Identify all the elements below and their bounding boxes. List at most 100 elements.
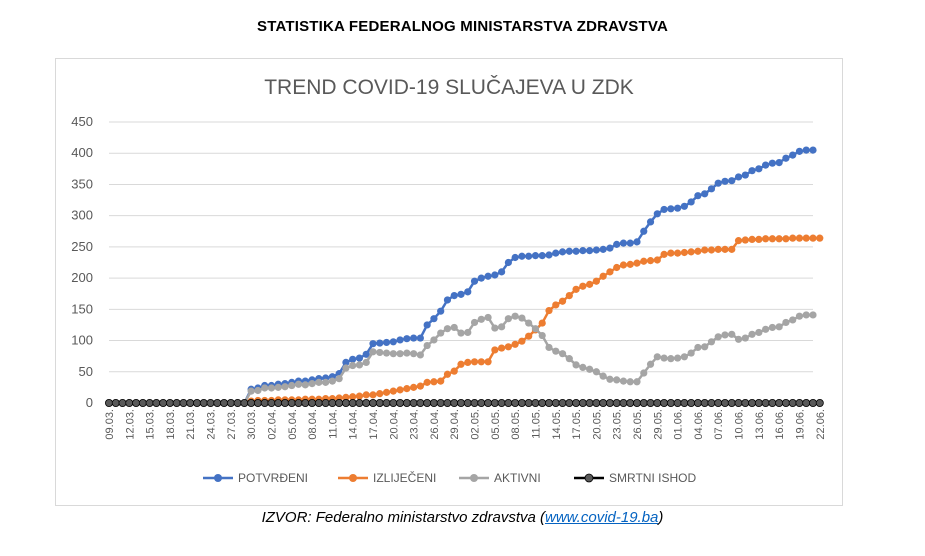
x-tick-label: 19.06. — [794, 409, 806, 440]
y-tick-label: 250 — [71, 239, 93, 254]
x-tick-label: 05.04. — [287, 409, 299, 440]
data-point — [125, 398, 134, 407]
data-point — [457, 329, 465, 337]
data-point — [606, 268, 614, 276]
x-tick-label: 09.03. — [104, 409, 116, 440]
data-point — [484, 398, 493, 407]
data-point — [768, 159, 776, 167]
data-point — [606, 244, 614, 252]
x-tick-label: 20.04. — [388, 409, 400, 440]
data-point — [504, 258, 512, 267]
data-point — [179, 398, 188, 407]
x-tick-label: 05.05. — [490, 409, 502, 440]
data-point — [477, 398, 486, 407]
data-point — [226, 398, 235, 407]
data-point — [768, 323, 776, 332]
data-point — [491, 346, 499, 354]
data-point — [762, 235, 770, 243]
data-point — [809, 311, 817, 319]
data-point — [728, 245, 736, 253]
data-point — [586, 247, 594, 255]
source-link[interactable]: www.covid-19.ba — [545, 509, 659, 526]
data-point — [694, 192, 702, 200]
data-point — [680, 248, 688, 257]
data-point — [396, 336, 404, 344]
x-tick-label: 14.05. — [551, 409, 563, 440]
data-point — [612, 398, 621, 407]
data-point — [741, 398, 750, 407]
data-point — [416, 351, 424, 359]
data-point — [721, 398, 730, 407]
data-point — [355, 392, 364, 400]
data-point — [389, 387, 397, 395]
data-point — [267, 384, 276, 392]
data-point — [288, 381, 296, 390]
data-point — [396, 350, 404, 358]
data-point — [423, 378, 431, 386]
data-point — [585, 398, 594, 407]
data-point — [640, 257, 648, 265]
data-point — [443, 296, 452, 304]
data-point — [660, 205, 668, 214]
data-point — [220, 398, 229, 407]
data-point — [463, 398, 472, 407]
data-point — [586, 365, 594, 373]
data-point — [437, 377, 445, 385]
x-tick-label: 02.04. — [266, 409, 278, 440]
data-point — [192, 398, 201, 407]
data-point — [464, 358, 472, 367]
data-point — [775, 235, 783, 243]
source-note: IZVOR: Federalno ministarstvo zdravstva … — [0, 509, 925, 526]
legend-label: POTVRĐENI — [238, 471, 308, 485]
data-point — [416, 398, 425, 407]
data-point — [301, 398, 310, 407]
data-point — [802, 311, 810, 319]
data-point — [450, 292, 458, 300]
x-tick-label: 12.03. — [124, 409, 136, 440]
data-point — [762, 161, 770, 169]
data-point — [707, 185, 716, 193]
x-tick-label: 11.04. — [327, 409, 339, 439]
data-point — [816, 234, 824, 242]
x-tick-label: 20.05. — [591, 409, 603, 440]
data-point — [741, 236, 749, 244]
data-point — [369, 391, 377, 399]
data-point — [592, 246, 600, 254]
data-point — [639, 398, 648, 407]
data-point — [470, 277, 479, 285]
data-point — [369, 348, 377, 356]
y-tick-label: 450 — [71, 114, 93, 129]
data-point — [646, 257, 655, 265]
data-point — [565, 247, 573, 255]
data-point — [538, 319, 546, 327]
data-point — [640, 227, 648, 235]
data-point — [734, 335, 743, 343]
data-point — [660, 398, 669, 407]
data-point — [416, 382, 424, 390]
data-point — [498, 268, 506, 276]
data-point — [667, 249, 675, 257]
data-point — [497, 398, 506, 407]
legend-label: AKTIVNI — [494, 471, 541, 485]
data-point — [572, 361, 580, 369]
data-point — [551, 398, 560, 407]
data-point — [714, 398, 723, 407]
data-point — [815, 398, 824, 407]
data-point — [701, 246, 709, 254]
data-point — [613, 263, 621, 272]
data-point — [565, 355, 573, 363]
data-point — [253, 398, 262, 407]
data-point — [416, 334, 424, 342]
data-point — [274, 383, 282, 391]
x-tick-label: 29.05. — [652, 409, 664, 440]
data-point — [362, 391, 370, 399]
data-point — [382, 398, 391, 407]
data-point — [552, 301, 560, 309]
data-point — [687, 349, 695, 357]
data-point — [653, 210, 661, 218]
data-point — [504, 343, 512, 351]
data-point — [111, 398, 120, 407]
data-point — [761, 398, 770, 407]
data-point — [430, 315, 438, 323]
data-point — [788, 398, 797, 407]
